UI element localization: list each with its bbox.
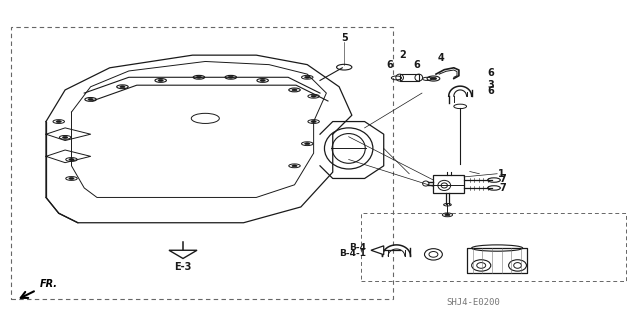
Ellipse shape	[196, 76, 202, 78]
Bar	[362, 213, 626, 281]
Bar	[11, 27, 394, 299]
Text: E-3: E-3	[174, 262, 192, 272]
Ellipse shape	[445, 214, 450, 216]
Bar	[467, 248, 527, 273]
Ellipse shape	[158, 79, 163, 81]
Ellipse shape	[305, 76, 310, 78]
Text: 7: 7	[500, 183, 506, 193]
Ellipse shape	[56, 121, 61, 122]
Ellipse shape	[292, 165, 297, 167]
Ellipse shape	[120, 86, 125, 88]
Ellipse shape	[88, 99, 93, 100]
Ellipse shape	[311, 95, 316, 97]
Ellipse shape	[228, 76, 234, 78]
Ellipse shape	[311, 121, 316, 122]
Ellipse shape	[430, 77, 436, 80]
Ellipse shape	[305, 143, 310, 145]
Text: 6: 6	[487, 85, 493, 96]
Text: B-4-1: B-4-1	[339, 249, 367, 258]
Ellipse shape	[63, 137, 68, 138]
Ellipse shape	[292, 89, 297, 91]
Bar	[433, 175, 464, 193]
Text: B-4: B-4	[349, 243, 367, 252]
Text: 6: 6	[387, 60, 394, 70]
Text: 2: 2	[399, 50, 406, 60]
Ellipse shape	[69, 178, 74, 179]
Text: 6: 6	[487, 69, 493, 78]
Bar	[399, 74, 419, 81]
Text: FR.: FR.	[40, 278, 58, 288]
Polygon shape	[371, 246, 384, 255]
Text: 4: 4	[438, 53, 444, 63]
Text: 6: 6	[413, 60, 420, 70]
Polygon shape	[169, 250, 197, 258]
Text: SHJ4-E0200: SHJ4-E0200	[446, 298, 500, 307]
Text: 1: 1	[499, 169, 505, 179]
Ellipse shape	[69, 159, 74, 160]
Text: 7: 7	[500, 174, 506, 184]
Text: 5: 5	[341, 33, 348, 43]
Text: 3: 3	[487, 80, 493, 90]
Ellipse shape	[260, 79, 265, 81]
Ellipse shape	[441, 183, 447, 188]
